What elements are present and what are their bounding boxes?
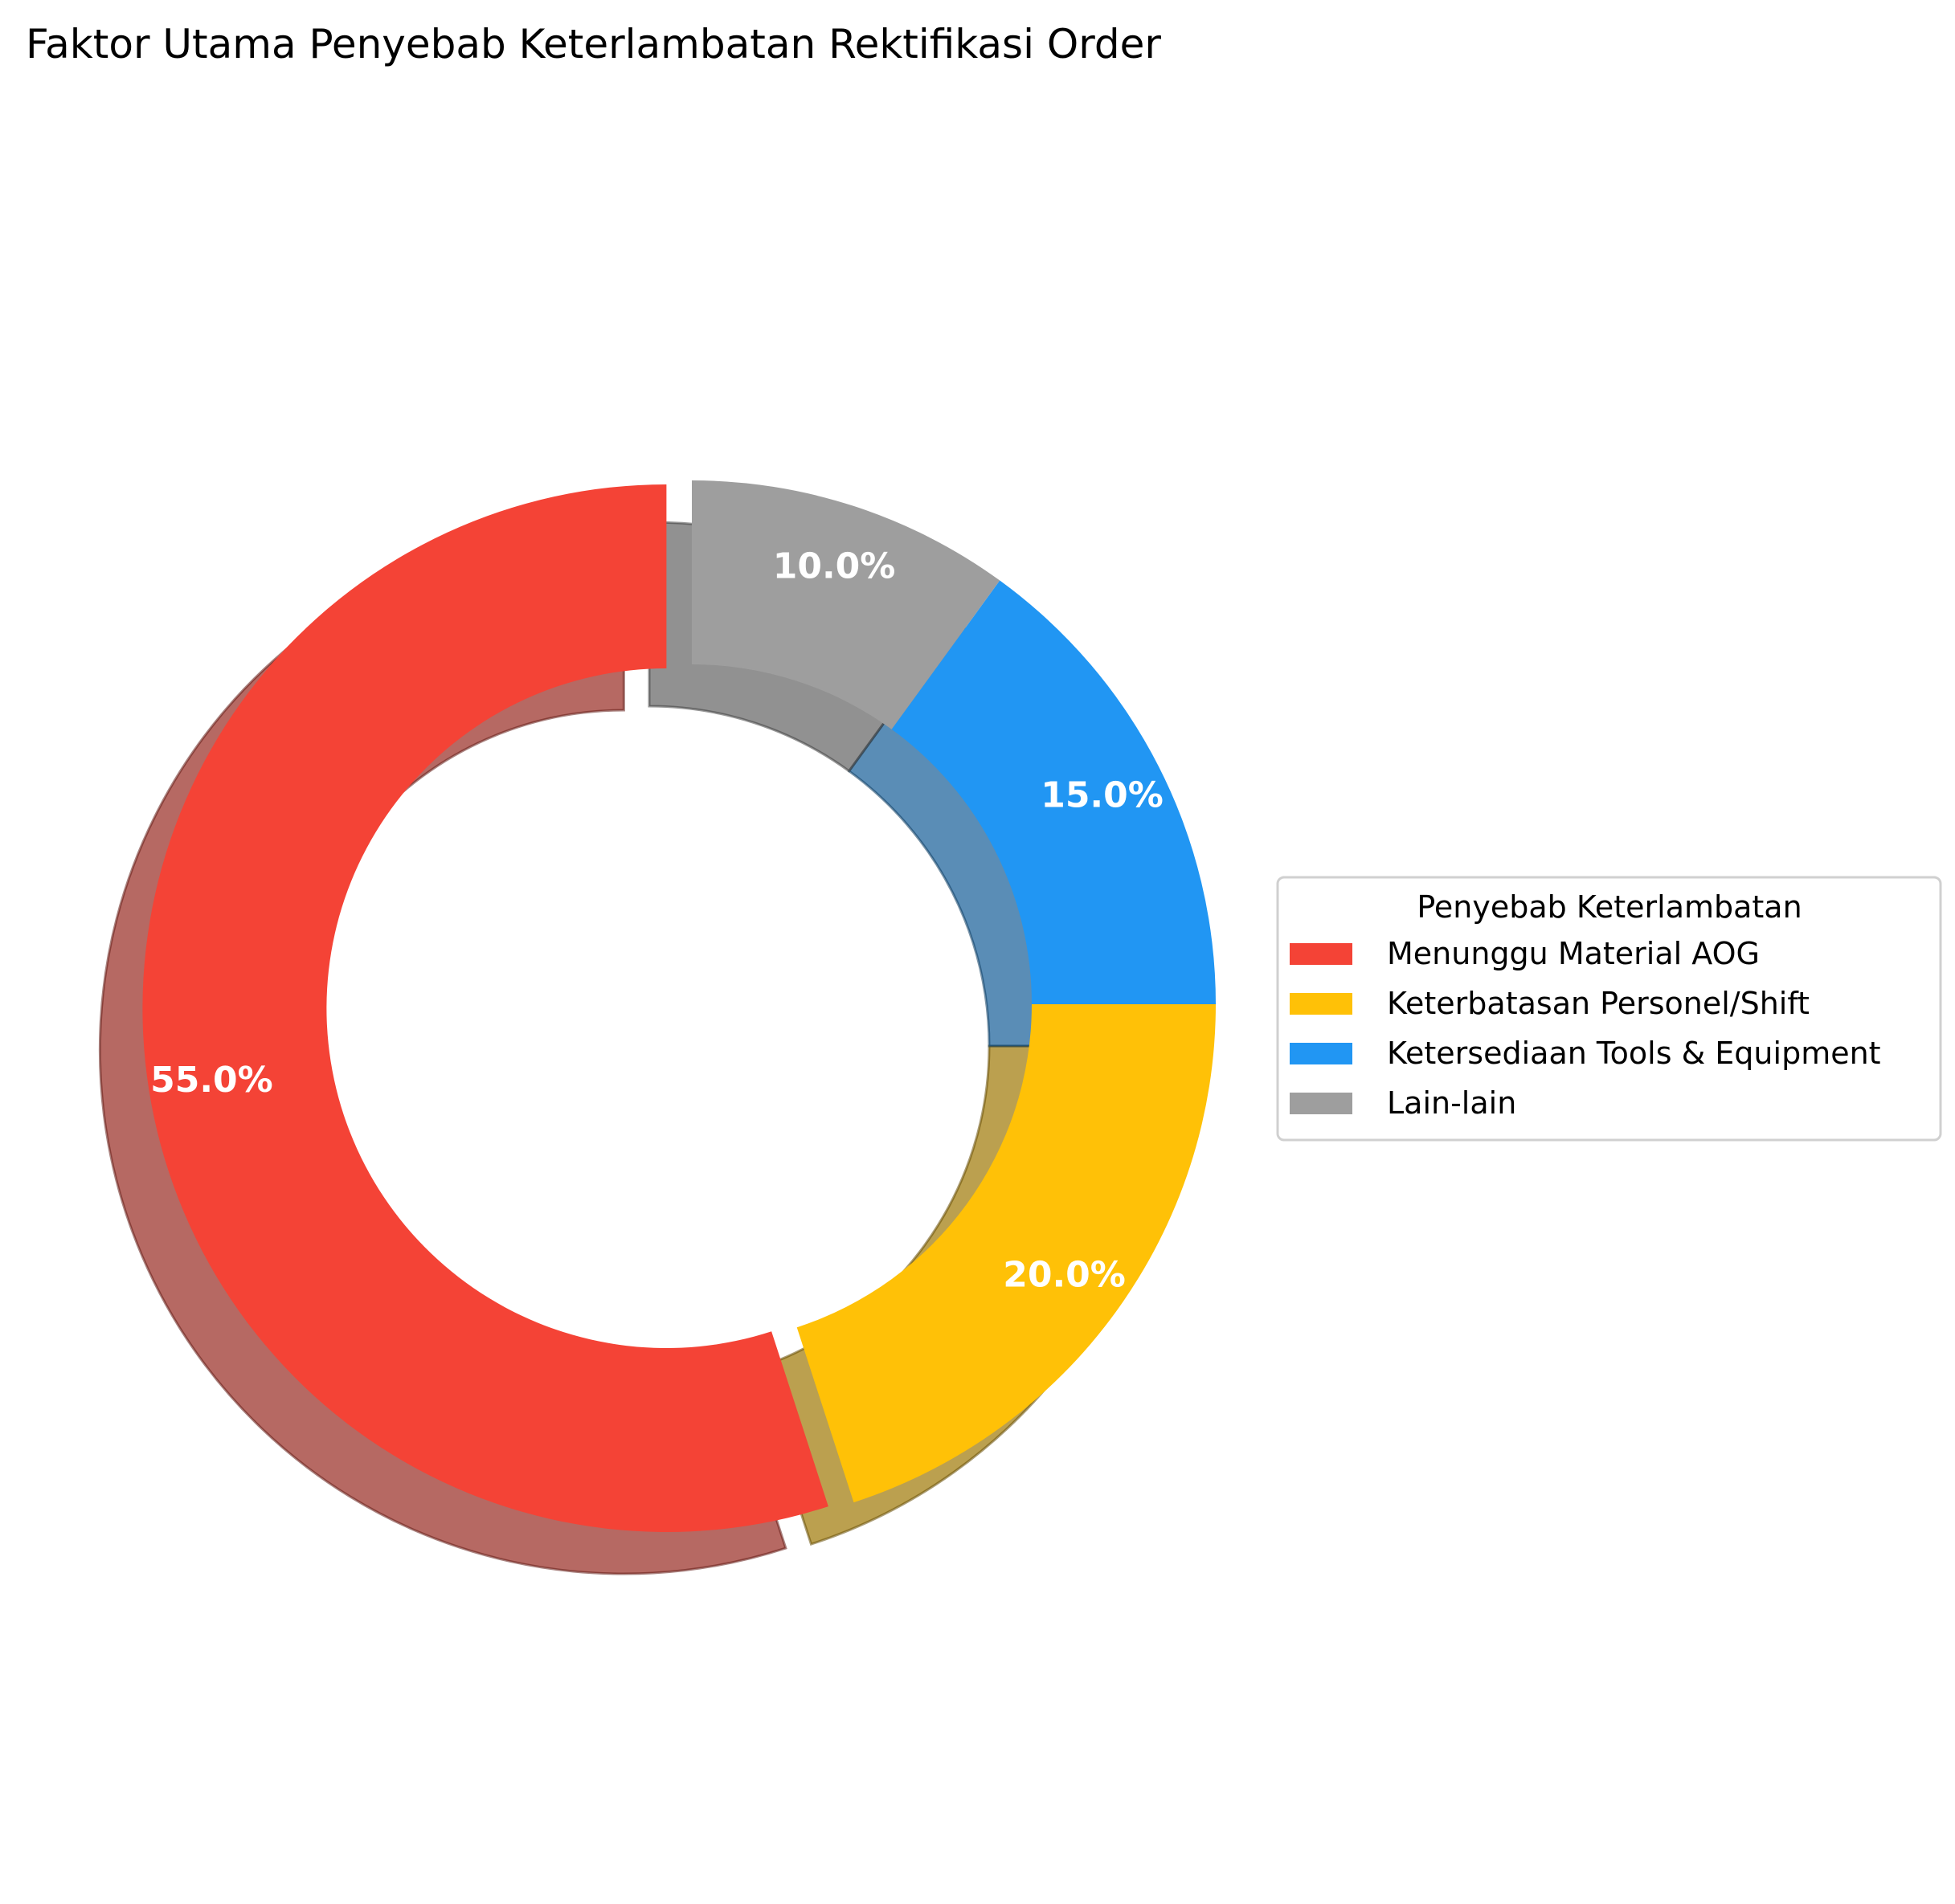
data-label-lain-lain: 10.0% [773,546,896,587]
legend-swatch-ketersediaan-tools-equipment [1290,1043,1352,1064]
legend-swatch-keterbatasan-personel-shift [1290,993,1352,1015]
legend-title: Penyebab Keterlambatan [1417,889,1802,925]
data-label-keterbatasan-personel-shift: 20.0% [1003,1254,1126,1295]
legend-label-lain-lain: Lain-lain [1387,1085,1516,1121]
legend-label-menunggu-material-aog: Menunggu Material AOG [1387,936,1760,971]
legend-swatch-menunggu-material-aog [1290,943,1352,965]
label-layer: 55.0% 20.0% 15.0% 10.0% [150,546,1164,1296]
chart-title: Faktor Utama Penyebab Keterlambatan Rekt… [26,21,1161,67]
legend-label-keterbatasan-personel-shift: Keterbatasan Personel/Shift [1387,986,1810,1021]
legend-frame [1276,876,1942,1142]
legend: Penyebab Keterlambatan Menunggu Material… [1276,876,1942,1142]
data-label-menunggu-material-aog: 55.0% [150,1060,273,1101]
slice-lain-lain [692,480,1000,729]
slice-keterbatasan-personel-shift [796,1004,1216,1503]
slice-layer [142,480,1216,1533]
legend-items: Menunggu Material AOG Keterbatasan Person… [1290,936,1881,1121]
legend-label-ketersediaan-tools-equipment: Ketersediaan Tools & Equipment [1387,1036,1881,1071]
legend-swatch-lain-lain [1290,1093,1352,1114]
data-label-ketersediaan-tools-equipment: 15.0% [1041,774,1164,815]
slice-menunggu-material-aog [142,484,828,1533]
slice-ketersediaan-tools-equipment [891,580,1216,1004]
